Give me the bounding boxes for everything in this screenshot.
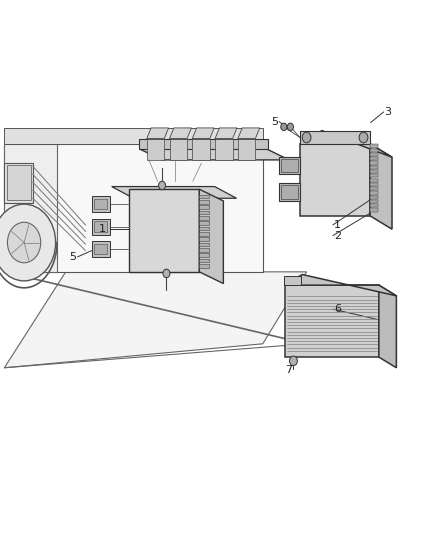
Polygon shape — [199, 189, 223, 284]
Polygon shape — [147, 128, 169, 139]
Circle shape — [287, 123, 293, 131]
Circle shape — [359, 132, 368, 143]
Text: 1: 1 — [99, 224, 106, 234]
Bar — [199, 259, 209, 262]
Bar — [92, 219, 110, 235]
Polygon shape — [147, 139, 164, 160]
Bar — [370, 174, 378, 177]
Polygon shape — [4, 272, 307, 368]
Bar — [370, 204, 378, 207]
Polygon shape — [300, 131, 392, 157]
Bar — [370, 187, 378, 190]
Bar — [370, 196, 378, 199]
Bar — [199, 227, 209, 230]
Bar — [92, 241, 110, 257]
Bar — [284, 276, 301, 285]
Polygon shape — [370, 144, 392, 229]
Polygon shape — [300, 144, 370, 216]
Circle shape — [163, 269, 170, 278]
Bar — [94, 199, 107, 209]
Bar — [199, 221, 209, 225]
Text: 5: 5 — [271, 117, 278, 126]
Polygon shape — [170, 139, 187, 160]
Polygon shape — [192, 139, 210, 160]
Text: 2: 2 — [334, 231, 341, 240]
Text: 3: 3 — [385, 107, 392, 117]
Circle shape — [0, 204, 56, 281]
Polygon shape — [215, 128, 237, 139]
Polygon shape — [215, 139, 233, 160]
Bar — [4, 163, 33, 203]
Bar — [370, 161, 378, 165]
Bar — [370, 191, 378, 195]
Bar — [370, 208, 378, 212]
Bar — [199, 237, 209, 241]
Bar — [92, 196, 110, 212]
Text: 6: 6 — [334, 304, 341, 314]
Bar — [279, 183, 300, 201]
Polygon shape — [238, 139, 255, 160]
Bar — [7, 165, 31, 200]
Polygon shape — [285, 285, 379, 357]
Bar — [199, 200, 209, 204]
Circle shape — [159, 181, 166, 190]
Text: 7: 7 — [286, 366, 293, 375]
Polygon shape — [4, 128, 263, 144]
Bar — [94, 244, 107, 254]
Bar — [370, 200, 378, 203]
Bar — [370, 166, 378, 169]
Bar — [199, 205, 209, 209]
Polygon shape — [112, 187, 237, 198]
Bar — [199, 195, 209, 198]
Bar — [370, 153, 378, 156]
Circle shape — [7, 222, 41, 263]
Text: 1: 1 — [334, 220, 341, 230]
Text: 5: 5 — [70, 252, 77, 262]
Circle shape — [281, 123, 287, 131]
Polygon shape — [4, 144, 263, 272]
Bar — [199, 211, 209, 214]
Bar — [370, 144, 378, 148]
Bar — [199, 248, 209, 252]
Circle shape — [302, 132, 311, 143]
Polygon shape — [285, 274, 396, 296]
Polygon shape — [238, 128, 260, 139]
Bar — [279, 157, 300, 174]
Circle shape — [290, 356, 297, 366]
Polygon shape — [4, 144, 57, 272]
Bar — [199, 253, 209, 257]
Bar — [199, 264, 209, 268]
Polygon shape — [129, 189, 199, 272]
Bar — [199, 232, 209, 236]
Polygon shape — [139, 139, 268, 149]
Bar — [199, 216, 209, 220]
Polygon shape — [300, 131, 370, 144]
Bar — [370, 157, 378, 160]
Polygon shape — [170, 128, 191, 139]
Bar — [370, 149, 378, 152]
Bar — [199, 243, 209, 246]
Bar — [370, 170, 378, 173]
Polygon shape — [192, 128, 214, 139]
Bar — [370, 179, 378, 182]
Polygon shape — [379, 285, 396, 368]
Bar — [94, 221, 107, 232]
Bar — [370, 183, 378, 186]
Bar — [281, 159, 298, 172]
Bar — [281, 185, 298, 199]
Polygon shape — [140, 149, 289, 160]
